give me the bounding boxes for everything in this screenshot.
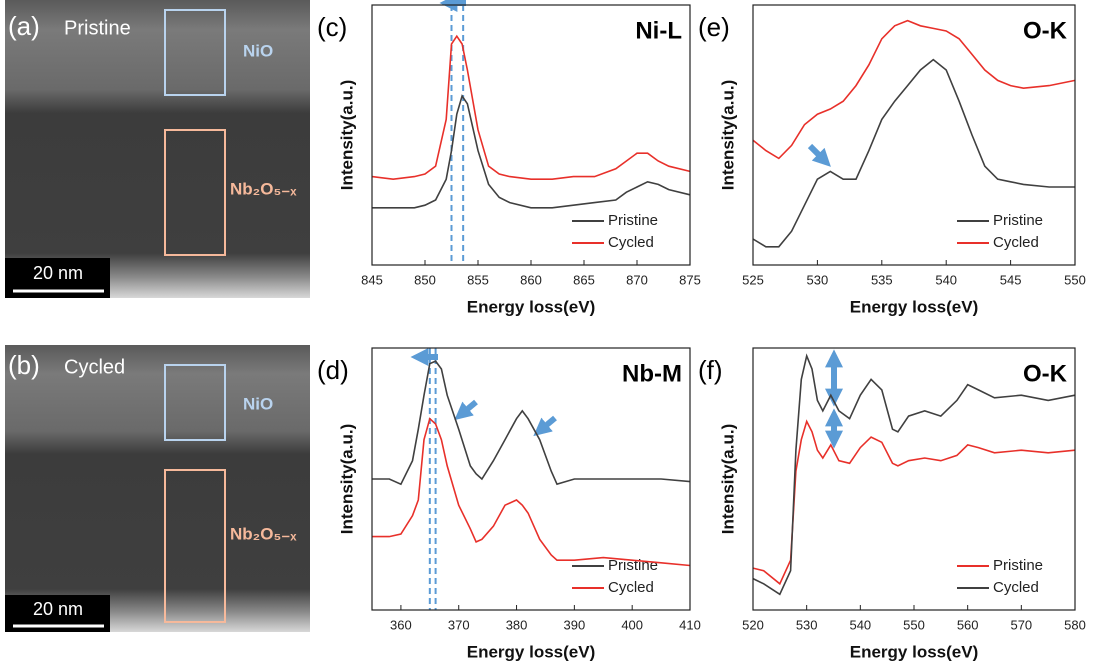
x-tick-label: 855 [467,272,489,287]
x-tick-label: 360 [390,617,412,632]
region-box [164,129,226,256]
x-tick-label: 410 [679,617,701,632]
series-line [752,353,1076,596]
region-label: Nb₂O₅₋ₓ [230,524,297,543]
legend-label: Pristine [993,212,1043,229]
x-tick-label: 550 [1064,272,1086,287]
x-tick-label: 520 [742,617,764,632]
x-tick-label: 525 [742,272,764,287]
region-label: Nb₂O₅₋ₓ [230,179,297,198]
series-line [372,94,691,209]
series-line [752,419,1076,586]
arrow [454,399,478,421]
x-tick-label: 380 [506,617,528,632]
plot-frame [752,347,1076,611]
x-axis-label: Energy loss(eV) [467,642,596,661]
x-tick-label: 535 [871,272,893,287]
x-tick-label: 390 [564,617,586,632]
y-axis-label: Intensity(a.u.) [337,424,356,535]
panel-label: (c) [317,12,347,42]
x-tick-label: 540 [935,272,957,287]
region-label: NiO [243,41,273,60]
x-tick-label: 865 [573,272,595,287]
legend-label: Cycled [608,234,654,251]
x-tick-label: 845 [361,272,383,287]
legend-label: Cycled [993,234,1039,251]
panel-label: (f) [698,355,723,385]
series-line [752,58,1075,248]
arrows [410,0,843,449]
panel-label: (d) [317,355,349,385]
region-box [164,364,226,441]
chart-title: Nb-M [622,360,682,387]
series-line [372,417,691,567]
caption: Pristine [64,17,131,39]
x-tick-label: 370 [448,617,470,632]
x-tick-label: 545 [1000,272,1022,287]
plot-frame [371,347,691,611]
region-box [164,469,226,623]
region-label: NiO [243,394,273,413]
x-tick-label: 850 [414,272,436,287]
x-tick-label: 875 [679,272,701,287]
series-line [371,34,691,181]
plot-frame [371,4,691,266]
x-tick-label: 530 [796,617,818,632]
chart-title: Ni-L [635,17,682,44]
x-tick-label: 550 [903,617,925,632]
x-axis-label: Energy loss(eV) [850,642,979,661]
arrow [807,143,831,167]
arrow [533,415,557,437]
y-axis-label: Intensity(a.u.) [718,80,737,191]
x-axis-label: Energy loss(eV) [850,297,979,316]
micrograph-a: (a) Pristine NiO Nb₂O₅₋ₓ 20 nm [5,0,310,298]
image [5,345,310,632]
x-tick-label: 870 [626,272,648,287]
x-tick-label: 540 [849,617,871,632]
image [5,0,310,298]
x-tick-label: 400 [621,617,643,632]
y-axis-label: Intensity(a.u.) [718,424,737,535]
x-tick-label: 580 [1064,617,1086,632]
y-axis-label: Intensity(a.u.) [337,80,356,191]
legend-label: Pristine [993,557,1043,574]
legend-label: Cycled [993,579,1039,596]
chart-title: O-K [1023,360,1068,387]
caption: Cycled [64,356,125,378]
scale-bar-label: 20 nm [33,599,83,619]
scale-bar-label: 20 nm [33,263,83,283]
legend-label: Cycled [608,579,654,596]
panel-label: (a) [8,11,40,41]
series-line [752,19,1076,160]
legend-label: Pristine [608,212,658,229]
series-line [372,360,691,486]
region-box [164,9,226,96]
x-tick-label: 530 [807,272,829,287]
panel-label: (e) [698,12,730,42]
x-tick-label: 860 [520,272,542,287]
x-axis-label: Energy loss(eV) [467,297,596,316]
panel-label: (b) [8,350,40,380]
x-tick-label: 570 [1010,617,1032,632]
chart-title: O-K [1023,17,1068,44]
x-tick-label: 560 [957,617,979,632]
micrograph-b: (b) Cycled NiO Nb₂O₅₋ₓ 20 nm [5,345,310,632]
plot-frame [752,4,1076,266]
